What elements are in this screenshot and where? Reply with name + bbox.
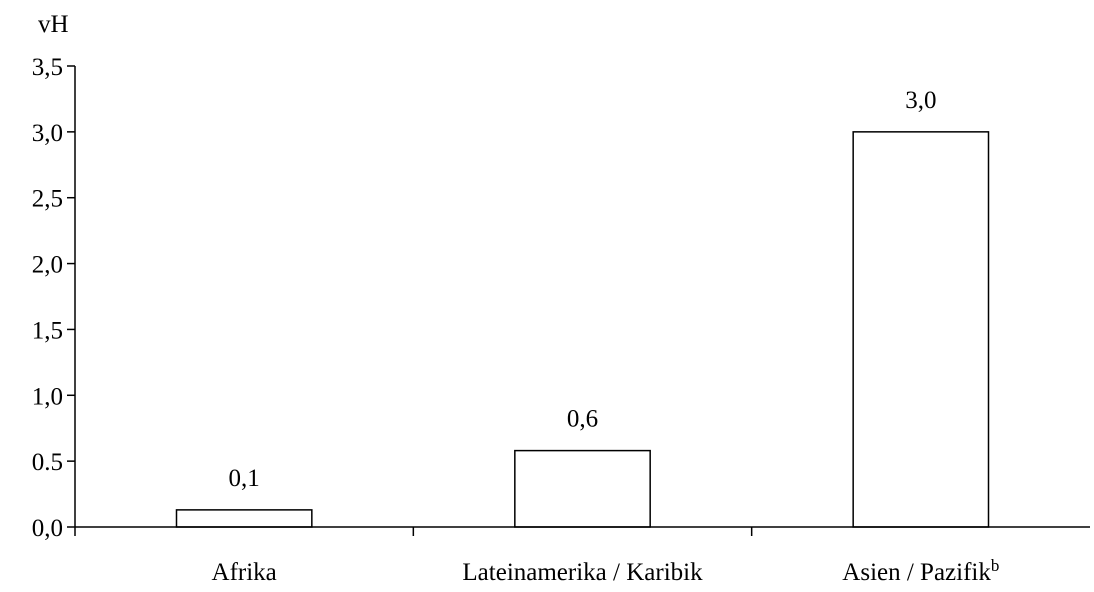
y-axis-ticks: 0,0 0.5 1,0 1,5 2,0 2,5 3,0 3,5 [32,54,76,542]
y-tick-label: 3,0 [32,120,63,147]
bar [175,509,313,528]
y-tick-label: 2,0 [32,252,63,279]
y-tick-label: 2,5 [32,186,63,213]
category-label: Asien / Pazifikb [842,556,999,587]
data-label: 3,0 [905,87,936,114]
y-tick-label: 1,5 [32,317,63,344]
bar [514,449,651,528]
category-label: Lateinamerika / Karibik [462,559,703,586]
bars: 0,1 0,6 3,0 [175,87,990,528]
y-tick-label: 0,0 [32,515,63,542]
bar [852,131,990,528]
data-label: 0,1 [229,465,260,492]
y-axis-label: vH [38,11,69,38]
y-tick-label: 3,5 [32,54,63,81]
category-label: Afrika [212,559,277,586]
category-superscript: b [991,556,1000,575]
x-axis: Afrika Lateinamerika / Karibik Asien / Paz… [74,526,1090,587]
y-tick-label: 1,0 [32,383,63,410]
y-tick-label: 0.5 [32,449,63,476]
data-label: 0,6 [567,406,598,433]
